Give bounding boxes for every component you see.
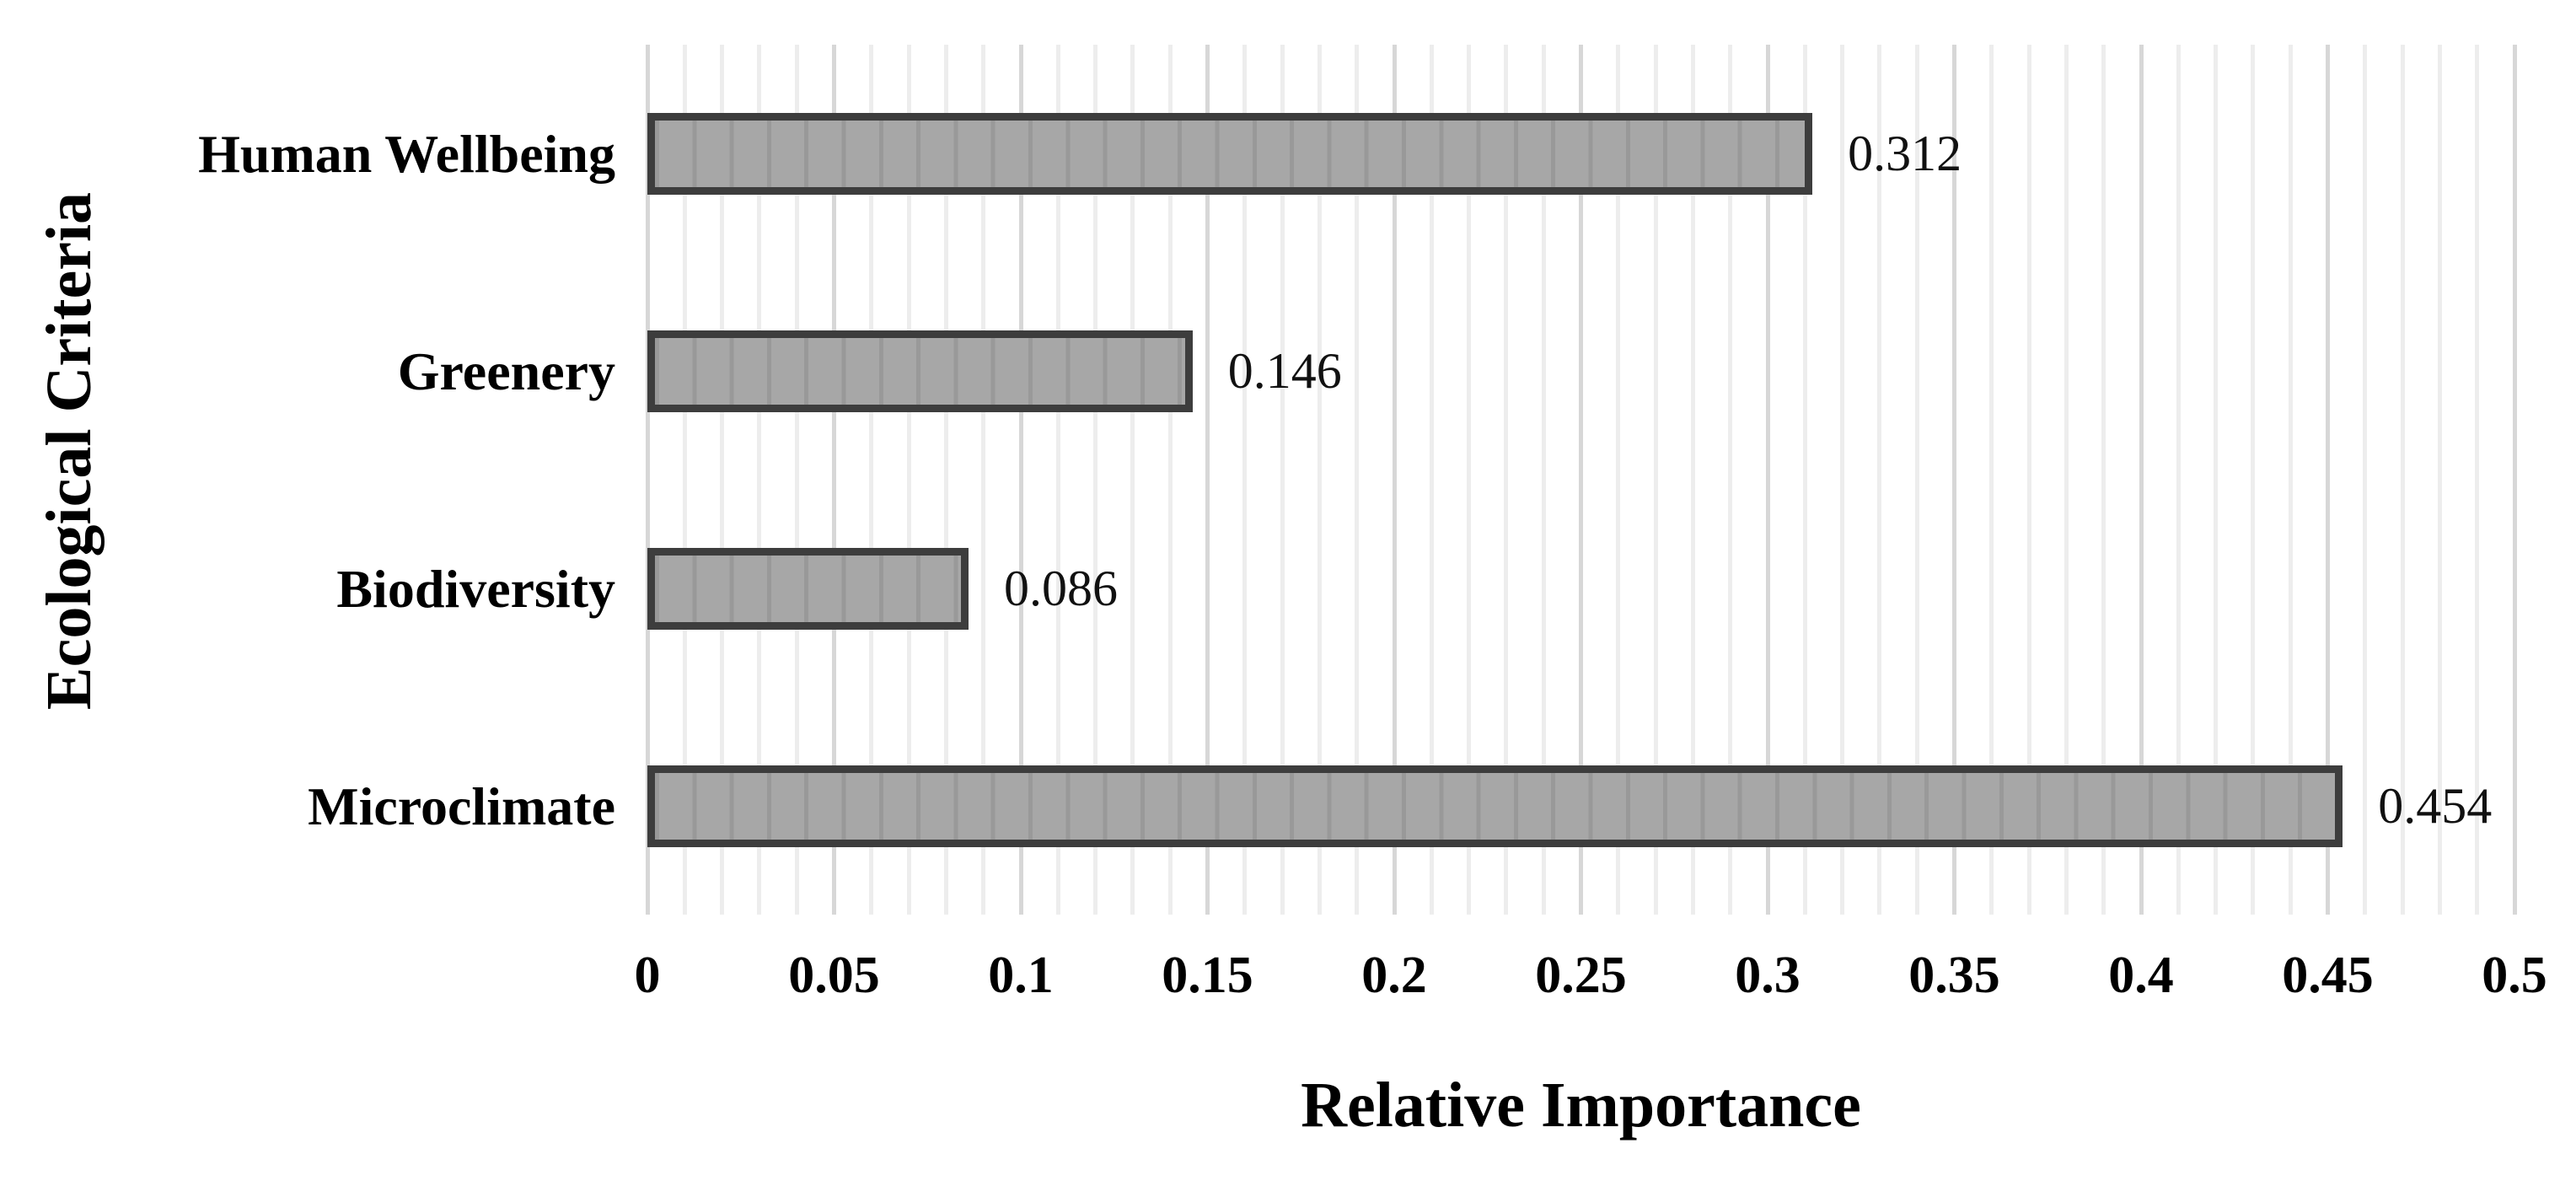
- minor-gridline: [1616, 45, 1621, 915]
- major-gridline: [2139, 45, 2144, 915]
- x-tick-label: 0.3: [1735, 947, 1801, 1004]
- bar-human-wellbeing: [647, 112, 1813, 195]
- minor-gridline: [757, 45, 762, 915]
- minor-gridline: [1877, 45, 1882, 915]
- bar-microclimate: [647, 765, 2343, 847]
- minor-gridline: [794, 45, 799, 915]
- x-tick-label: 0.4: [2108, 947, 2174, 1004]
- minor-gridline: [1093, 45, 1098, 915]
- minor-gridline: [1280, 45, 1285, 915]
- minor-gridline: [1989, 45, 1994, 915]
- minor-gridline: [1653, 45, 1658, 915]
- minor-gridline: [2026, 45, 2031, 915]
- major-gridline: [645, 45, 650, 915]
- minor-gridline: [1728, 45, 1733, 915]
- x-tick-label: 0.1: [988, 947, 1054, 1004]
- minor-gridline: [2400, 45, 2405, 915]
- bar-biodiversity: [647, 547, 969, 630]
- x-tick-label: 0.35: [1908, 947, 2000, 1004]
- minor-gridline: [906, 45, 911, 915]
- x-axis-title: Relative Importance: [1301, 1070, 1861, 1141]
- minor-gridline: [2288, 45, 2293, 915]
- minor-gridline: [981, 45, 986, 915]
- x-tick-label: 0.05: [788, 947, 880, 1004]
- minor-gridline: [2063, 45, 2069, 915]
- bar-value-label: 0.086: [1003, 560, 1118, 616]
- major-gridline: [1765, 45, 1770, 915]
- major-gridline: [1579, 45, 1583, 915]
- major-gridline: [832, 45, 836, 915]
- x-tick-label: 0.45: [2282, 947, 2374, 1004]
- minor-gridline: [2176, 45, 2181, 915]
- minor-gridline: [1802, 45, 1807, 915]
- major-gridline: [2326, 45, 2330, 915]
- major-gridline: [2512, 45, 2517, 915]
- category-label: Human Wellbeing: [198, 123, 615, 184]
- category-label: Biodiversity: [336, 558, 615, 619]
- y-axis-title: Ecological Criteria: [34, 191, 105, 711]
- x-tick-label: 0: [634, 947, 661, 1004]
- minor-gridline: [1130, 45, 1135, 915]
- minor-gridline: [2214, 45, 2219, 915]
- x-tick-label: 0.5: [2482, 947, 2547, 1004]
- category-label: Greenery: [397, 341, 615, 401]
- category-label: Microclimate: [308, 776, 615, 836]
- minor-gridline: [1504, 45, 1509, 915]
- bar-value-label: 0.454: [2378, 777, 2493, 834]
- major-gridline: [1018, 45, 1023, 915]
- plot-area: 0.312 0.146 0.086 0.454: [645, 45, 2517, 915]
- minor-gridline: [2251, 45, 2256, 915]
- minor-gridline: [1690, 45, 1695, 915]
- minor-gridline: [943, 45, 948, 915]
- minor-gridline: [2101, 45, 2106, 915]
- minor-gridline: [1317, 45, 1322, 915]
- minor-gridline: [1541, 45, 1546, 915]
- bar-value-label: 0.312: [1848, 125, 1962, 181]
- minor-gridline: [1914, 45, 1919, 915]
- x-tick-label: 0.25: [1535, 947, 1627, 1004]
- bar-greenery: [647, 330, 1193, 412]
- minor-gridline: [1840, 45, 1845, 915]
- minor-gridline: [2437, 45, 2442, 915]
- minor-gridline: [2475, 45, 2480, 915]
- minor-gridline: [1242, 45, 1248, 915]
- minor-gridline: [869, 45, 874, 915]
- major-gridline: [1952, 45, 1956, 915]
- minor-gridline: [720, 45, 725, 915]
- minor-gridline: [1167, 45, 1173, 915]
- minor-gridline: [682, 45, 687, 915]
- minor-gridline: [1355, 45, 1360, 915]
- x-tick-label: 0.2: [1361, 947, 1427, 1004]
- minor-gridline: [2363, 45, 2368, 915]
- major-gridline: [1392, 45, 1397, 915]
- minor-gridline: [1429, 45, 1434, 915]
- bar-value-label: 0.146: [1227, 342, 1342, 399]
- minor-gridline: [1055, 45, 1060, 915]
- major-gridline: [1205, 45, 1210, 915]
- x-tick-label: 0.15: [1162, 947, 1253, 1004]
- minor-gridline: [1467, 45, 1472, 915]
